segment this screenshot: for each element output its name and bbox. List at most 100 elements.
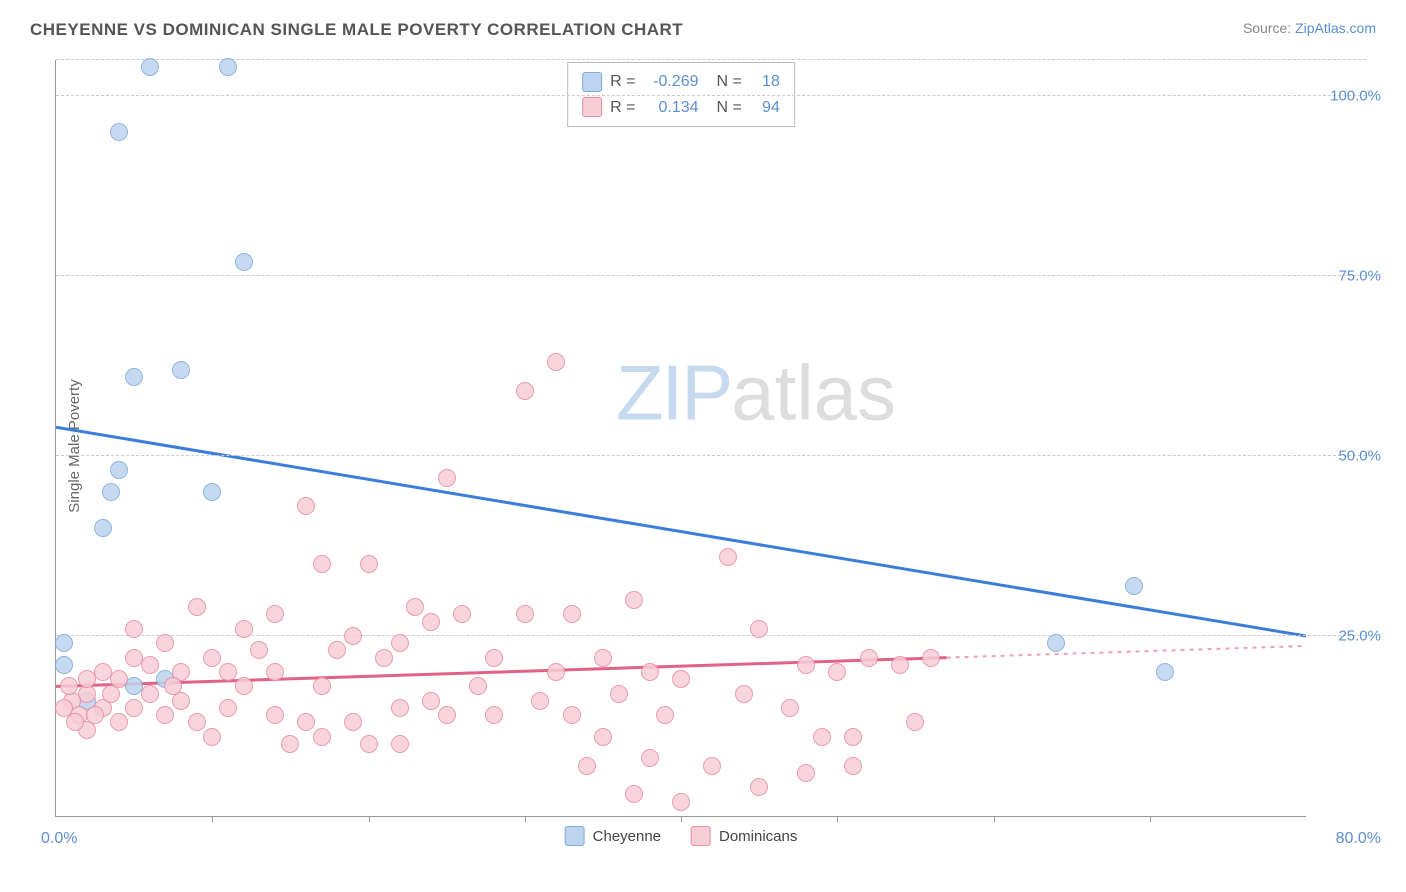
data-point [164,677,182,695]
data-point [594,728,612,746]
data-point [297,713,315,731]
data-point [641,749,659,767]
data-point [391,699,409,717]
legend-series-item: Dominicans [691,826,797,846]
data-point [125,649,143,667]
data-point [250,641,268,659]
gridline [56,635,1366,636]
data-point [1125,577,1143,595]
legend-swatch [691,826,711,846]
legend-n-value: 18 [750,69,780,95]
x-axis-min-label: 0.0% [41,830,77,848]
data-point [344,713,362,731]
data-point [125,368,143,386]
data-point [391,634,409,652]
data-point [219,699,237,717]
x-tick [994,816,995,822]
data-point [110,123,128,141]
data-point [55,634,73,652]
data-point [313,677,331,695]
data-point [641,663,659,681]
data-point [813,728,831,746]
legend-n-label: N = [717,95,742,121]
gridline [56,455,1366,456]
data-point [453,605,471,623]
legend-n-value: 94 [750,95,780,121]
data-point [297,497,315,515]
data-point [266,706,284,724]
legend-series-label: Cheyenne [593,828,661,845]
data-point [219,58,237,76]
trend-lines [56,60,1306,816]
data-point [141,685,159,703]
data-point [578,757,596,775]
data-point [203,728,221,746]
source-prefix: Source: [1243,20,1295,36]
data-point [188,713,206,731]
data-point [516,382,534,400]
trend-line-extension [947,646,1306,658]
data-point [625,785,643,803]
y-tick-label: 75.0% [1338,268,1381,285]
gridline [56,95,1366,96]
data-point [313,728,331,746]
data-point [485,706,503,724]
data-point [1047,634,1065,652]
legend-swatch [565,826,585,846]
data-point [797,764,815,782]
legend-r-value: 0.134 [644,95,699,121]
data-point [360,735,378,753]
data-point [844,728,862,746]
data-point [94,663,112,681]
x-tick [212,816,213,822]
trend-line [56,427,1306,636]
y-tick-label: 100.0% [1330,88,1381,105]
y-tick-label: 25.0% [1338,628,1381,645]
data-point [360,555,378,573]
x-tick [681,816,682,822]
data-point [610,685,628,703]
data-point [313,555,331,573]
data-point [188,598,206,616]
data-point [547,663,565,681]
data-point [594,649,612,667]
data-point [110,461,128,479]
data-point [102,483,120,501]
legend-swatch [582,97,602,117]
source-link[interactable]: ZipAtlas.com [1295,20,1376,36]
data-point [531,692,549,710]
data-point [55,656,73,674]
data-point [516,605,534,623]
data-point [422,613,440,631]
data-point [422,692,440,710]
legend-series-label: Dominicans [719,828,797,845]
data-point [1156,663,1174,681]
data-point [141,656,159,674]
data-point [375,649,393,667]
data-point [172,361,190,379]
data-point [219,663,237,681]
legend-series: Cheyenne Dominicans [565,826,798,846]
data-point [719,548,737,566]
legend-r-value: -0.269 [644,69,699,95]
data-point [750,620,768,638]
data-point [672,670,690,688]
data-point [406,598,424,616]
data-point [203,483,221,501]
watermark-bold: ZIP [616,348,731,436]
legend-r-label: R = [610,69,635,95]
data-point [266,663,284,681]
x-tick [1150,816,1151,822]
data-point [156,634,174,652]
data-point [922,649,940,667]
data-point [102,685,120,703]
data-point [141,58,159,76]
x-tick [369,816,370,822]
data-point [735,685,753,703]
watermark: ZIPatlas [616,347,896,438]
data-point [860,649,878,667]
y-tick-label: 50.0% [1338,448,1381,465]
data-point [547,353,565,371]
data-point [656,706,674,724]
data-point [156,706,174,724]
